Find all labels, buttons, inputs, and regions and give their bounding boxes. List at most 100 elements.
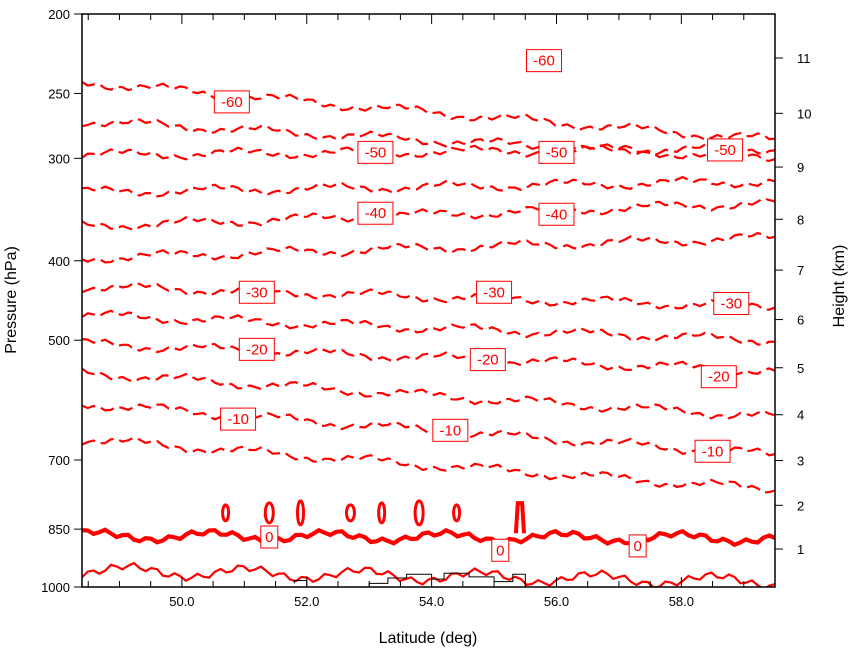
y-axis-ticks: 200 250 300 400 500 700 850 1000 [41, 7, 82, 595]
terrain-layer [293, 572, 526, 587]
contour-label-text: -40 [546, 206, 568, 223]
contour-cell [413, 499, 425, 527]
contour-line-dashed [82, 337, 775, 377]
contour-label: 0 [628, 534, 647, 558]
contour-line-dashed [82, 197, 775, 232]
contour-label-text: -30 [246, 284, 268, 301]
contour-label-box [707, 138, 744, 162]
right-tick-label: 8 [797, 212, 804, 227]
contour-label-box [220, 407, 257, 431]
contour-label-text: -20 [477, 352, 499, 369]
contour-label: -20 [469, 348, 506, 372]
contour-label-box [526, 49, 562, 73]
contour-label-box [357, 201, 394, 225]
contour-label: -50 [357, 140, 394, 164]
contour-label-box [491, 538, 510, 562]
contour-label: -30 [238, 280, 275, 304]
x-tick-label: 58.0 [669, 594, 694, 609]
contour-label-box [628, 534, 647, 558]
right-tick-label: 9 [797, 160, 804, 175]
contour-label-box [432, 418, 469, 442]
contour-label-box [538, 140, 575, 164]
x-tick-label: 50.0 [169, 594, 194, 609]
y-tick-label: 850 [48, 522, 70, 537]
right-tick-label: 1 [797, 542, 804, 557]
plot-frame [81, 13, 776, 588]
x-tick-label: 56.0 [544, 594, 569, 609]
contour-line-dashed [82, 175, 775, 198]
contour-label-text: -10 [440, 422, 462, 439]
contour-label-text: -20 [246, 341, 268, 358]
contour-label-text: -50 [546, 144, 568, 161]
right-tick-label: 3 [797, 454, 804, 469]
right-tick-label: 2 [797, 498, 804, 513]
contour-label-text: 0 [633, 538, 641, 555]
contour-label-box [238, 280, 275, 304]
contour-label-text: 0 [265, 529, 273, 546]
contour-label-box [260, 525, 279, 549]
contour-label: -30 [476, 280, 513, 304]
contour-label: 0 [260, 525, 279, 549]
contour-label: -40 [538, 202, 575, 226]
contour-line-dashed [82, 118, 775, 163]
contour-label-text: -30 [720, 296, 742, 313]
y-tick-label: 1000 [41, 580, 70, 595]
x-tick-label: 52.0 [294, 594, 319, 609]
contour-label-box [713, 292, 750, 316]
y-tick-label: 250 [48, 86, 70, 101]
contour-label: -10 [220, 407, 257, 431]
contour-label: -20 [238, 337, 275, 361]
right-tick-label: 4 [797, 408, 804, 423]
contour-label-text: -60 [533, 53, 555, 70]
y-tick-label: 400 [48, 254, 70, 269]
contour-label: -60 [213, 90, 250, 114]
contour-label-box [213, 90, 250, 114]
contour-line-solid [82, 561, 775, 587]
terrain-outline [293, 572, 526, 587]
contour-label-box [700, 365, 737, 389]
y-tick-label: 700 [48, 453, 70, 468]
right-tick-label: 10 [797, 106, 811, 121]
contour-label-text: -20 [708, 369, 730, 386]
y-tick-label: 500 [48, 333, 70, 348]
contour-line-zero [82, 527, 775, 548]
contour-label-text: -10 [702, 443, 724, 460]
right-tick-label: 6 [797, 313, 804, 328]
contour-cell [296, 499, 306, 527]
contour-line-dashed [82, 142, 775, 161]
contour-label-box [476, 280, 513, 304]
contour-label: -50 [707, 138, 744, 162]
contour-layer [82, 80, 775, 587]
contour-label: -30 [713, 292, 750, 316]
contour-label: -20 [700, 365, 737, 389]
x-axis-title: Latitude (deg) [379, 630, 478, 647]
contour-label: -10 [694, 439, 731, 463]
contour-cell [344, 503, 356, 523]
contour-line-dashed [82, 309, 775, 346]
contour-line-dashed [82, 403, 775, 457]
contour-cell [377, 501, 387, 525]
right-tick-label: 11 [797, 51, 811, 66]
x-axis-ticks: 50.0 52.0 54.0 56.0 58.0 [87, 14, 776, 609]
right-axis-title: Height (km) [831, 245, 848, 328]
contour-cell [221, 503, 231, 523]
contour-line-dashed [82, 436, 775, 494]
right-tick-label: 5 [797, 361, 804, 376]
contour-label-text: -50 [365, 144, 387, 161]
contour-label-text: -10 [227, 411, 249, 428]
contour-line-dashed [82, 231, 775, 264]
right-tick-label: 7 [797, 263, 804, 278]
contour-line-dashed [82, 281, 775, 311]
contour-cell [263, 501, 275, 525]
right-axis-ticks: 1 2 3 4 5 6 7 8 9 10 11 [775, 51, 811, 557]
contour-label-box [238, 337, 275, 361]
contour-label-text: -30 [483, 284, 505, 301]
contour-label-text: -60 [221, 94, 243, 111]
contour-label-box [538, 202, 575, 226]
contour-spike [513, 501, 527, 534]
contour-line-dashed [82, 80, 775, 142]
contour-label: -10 [432, 418, 469, 442]
x-tick-label: 54.0 [419, 594, 444, 609]
y-tick-label: 300 [48, 151, 70, 166]
